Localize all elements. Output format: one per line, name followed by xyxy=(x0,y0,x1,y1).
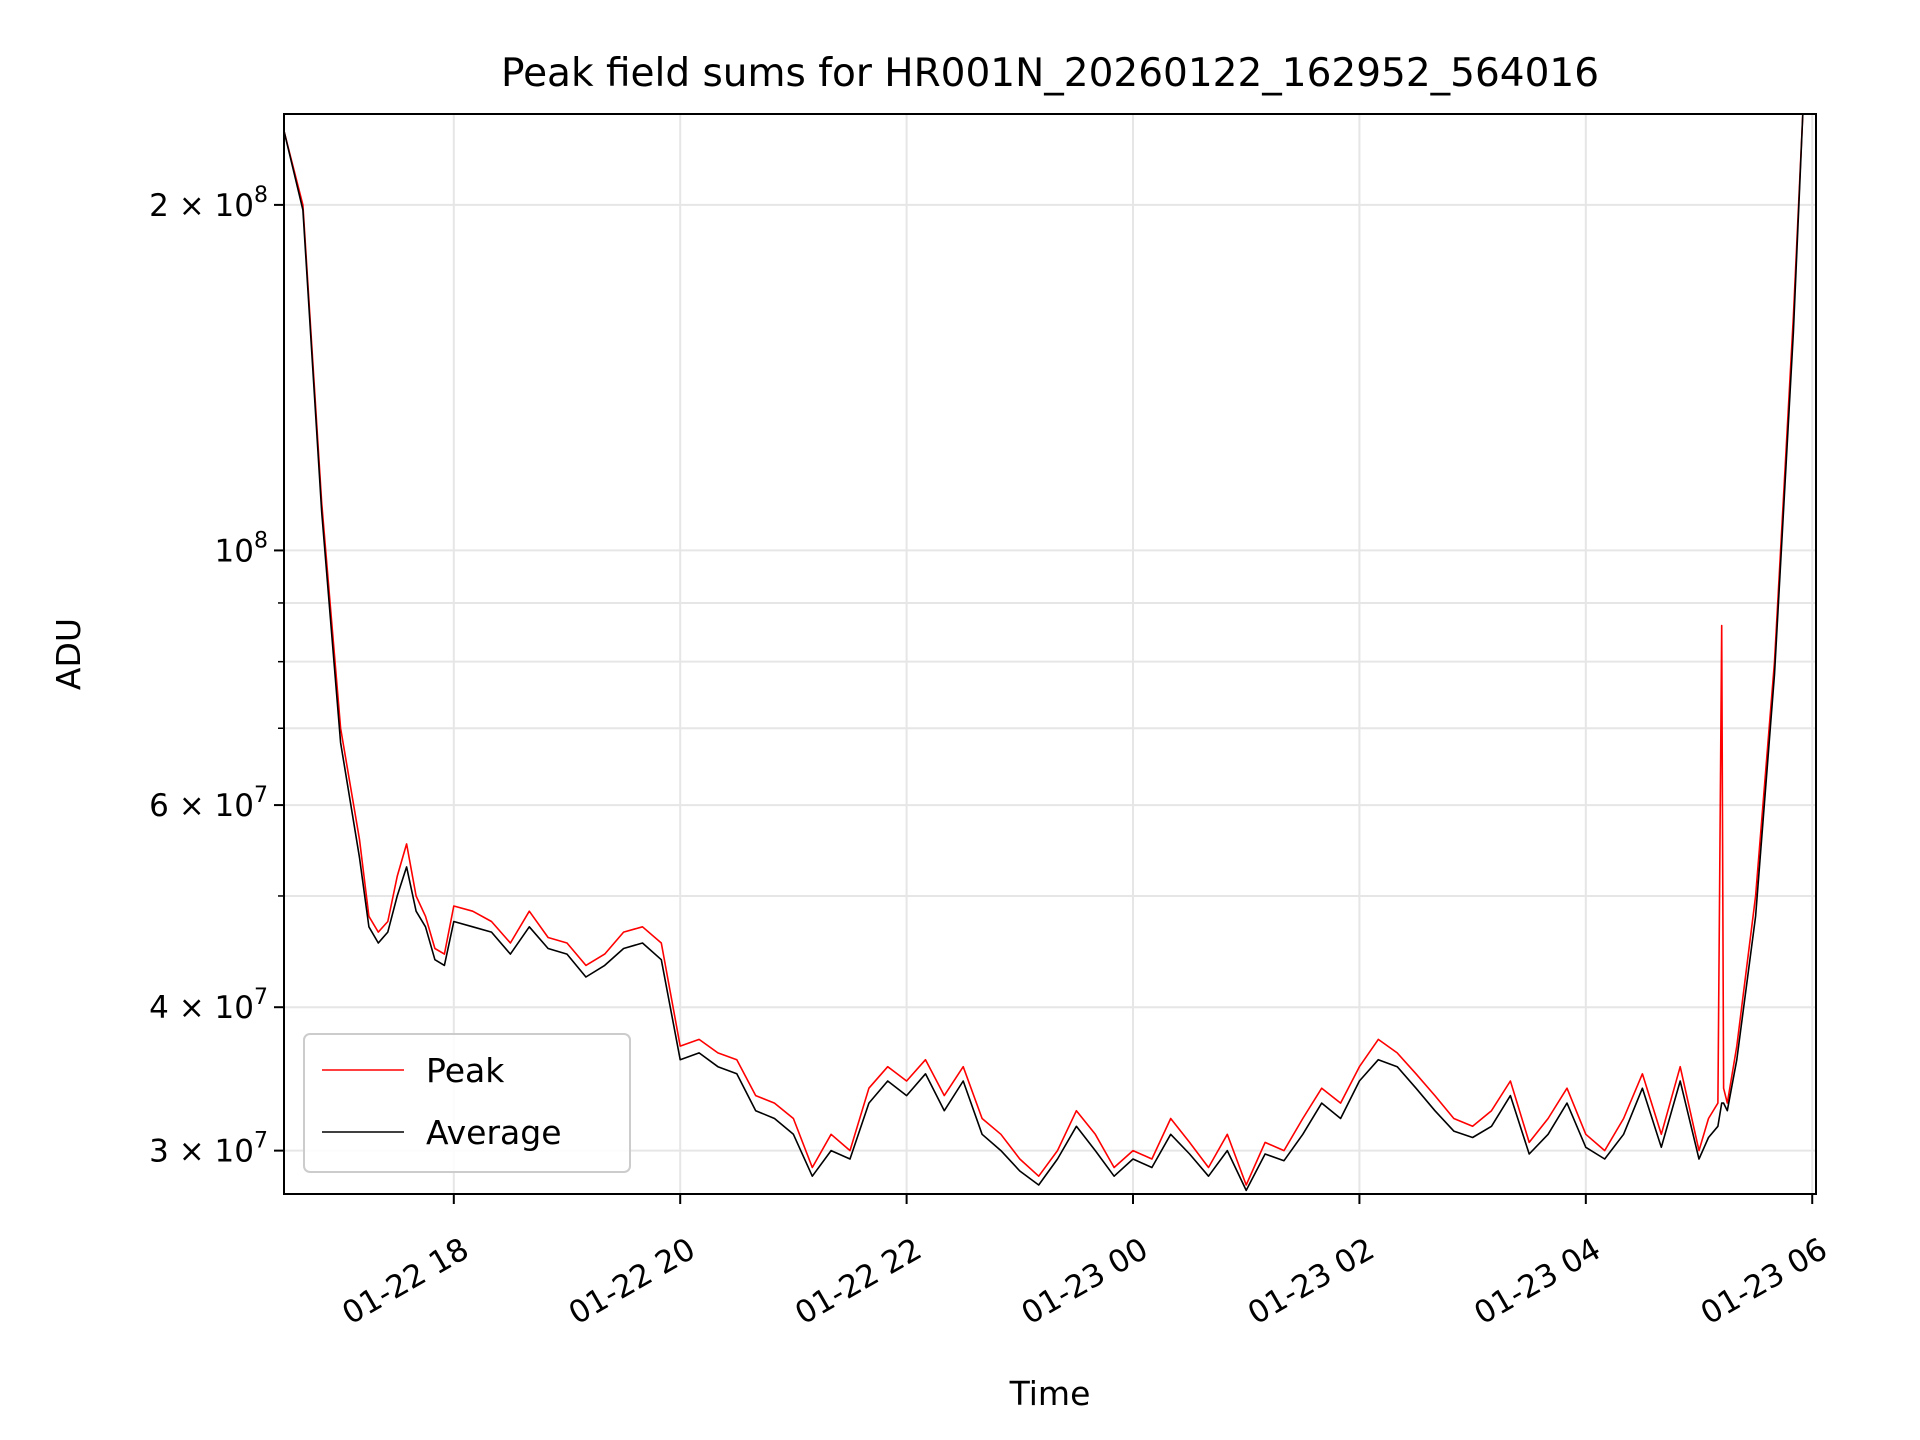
y-tick-label: 3 × 107 xyxy=(149,1129,268,1170)
series-line-peak xyxy=(283,113,1804,1186)
chart-title: Peak field sums for HR001N_20260122_1629… xyxy=(501,51,1599,96)
legend-label-peak: Peak xyxy=(426,1051,505,1090)
x-axis-title: Time xyxy=(1009,1374,1091,1413)
series-line-average xyxy=(283,113,1804,1192)
y-axis-title: ADU xyxy=(49,618,88,690)
plot-frame xyxy=(283,113,1817,1195)
legend: Peak Average xyxy=(303,1033,631,1173)
y-tick-label: 108 xyxy=(215,528,268,569)
y-tick-label: 6 × 107 xyxy=(149,783,268,824)
y-tick-label: 4 × 107 xyxy=(149,985,268,1026)
y-axis: 2 × 108 108 6 × 107 4 × 107 3 × 107 xyxy=(149,183,284,1170)
series-layer xyxy=(283,113,1804,1192)
y-tick-label: 2 × 108 xyxy=(149,183,268,224)
legend-box xyxy=(303,1033,631,1173)
legend-label-average: Average xyxy=(426,1113,562,1152)
grid xyxy=(284,114,1816,1194)
